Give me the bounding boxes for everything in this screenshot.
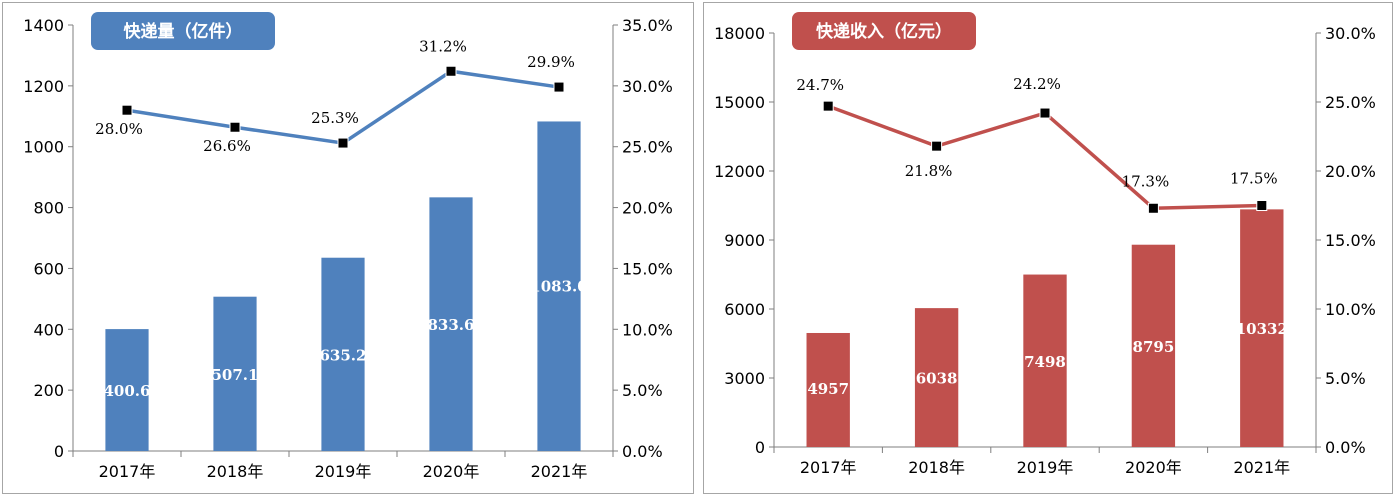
- y2-tick-label: 15.0%: [1325, 231, 1376, 250]
- bar-data-label: 635.2: [320, 346, 367, 364]
- y2-tick-label: 25.0%: [622, 138, 673, 157]
- express-revenue-chart: 0 3000 6000 9000 12000 15000 18000 0.0% 5.0% 10.0…: [703, 2, 1393, 494]
- y-tick-label: 12000: [714, 162, 765, 181]
- y-tick-label: 400: [33, 320, 64, 339]
- line-data-label: 24.2%: [1013, 75, 1061, 93]
- line-marker: [1147, 202, 1159, 214]
- line-marker: [337, 137, 349, 149]
- line-data-label: 17.5%: [1230, 170, 1278, 188]
- y2-tick-label: 20.0%: [1325, 162, 1376, 181]
- bar-data-label: 7498: [1024, 353, 1066, 371]
- line-data-label: 29.9%: [527, 53, 575, 71]
- line-marker: [931, 140, 943, 152]
- y2-tick-label: 10.0%: [622, 320, 673, 339]
- bar: [213, 296, 257, 451]
- bar-data-label: 4957: [807, 380, 849, 398]
- y2-tick-label: 35.0%: [622, 16, 673, 35]
- bar-data-label: 507.1: [212, 366, 259, 384]
- bar: [321, 257, 365, 451]
- chart-title-badge: 快递收入（亿元）: [792, 12, 976, 50]
- bar-series: 400.6 507.1 635.2 833.6 1083.0: [104, 121, 588, 452]
- line-marker: [445, 65, 457, 77]
- y-tick-label: 9000: [724, 231, 765, 250]
- growth-line: [126, 69, 560, 145]
- express-volume-chart-svg: 0 200 400 600 800 1000 1200 1400 0.0% 5.0% 10.0% 15…: [23, 12, 673, 481]
- y-tick-label: 3000: [724, 369, 765, 388]
- title-badge-background: [91, 12, 275, 50]
- y-tick-label: 6000: [724, 300, 765, 319]
- line-data-label: 25.3%: [311, 109, 359, 127]
- y2-tick-label: 0.0%: [622, 442, 663, 461]
- x-tick-label: 2019年: [315, 462, 372, 481]
- y2-tick-label: 5.0%: [622, 381, 663, 400]
- y-tick-label: 0: [54, 442, 64, 461]
- express-revenue-chart-svg: 0 3000 6000 9000 12000 15000 18000 0.0% 5.0% 10.0…: [714, 12, 1376, 477]
- line-data-label: 24.7%: [796, 76, 844, 94]
- line-data-label: 26.6%: [203, 137, 251, 155]
- express-volume-chart: 0 200 400 600 800 1000 1200 1400 0.0% 5.0% 10.0% 15…: [2, 2, 694, 494]
- y-tick-label: 18000: [714, 24, 765, 43]
- x-tick-label: 2018年: [908, 458, 965, 477]
- x-tick-label: 2017年: [800, 458, 857, 477]
- bar-data-label: 1083.0: [530, 277, 587, 295]
- line-series: 24.7% 21.8% 24.2% 17.3% 17.5%: [796, 75, 1278, 214]
- y-tick-label: 1000: [23, 138, 64, 157]
- chart-title: 快递收入（亿元）: [816, 21, 952, 42]
- x-tick-label: 2017年: [99, 462, 156, 481]
- chart-title: 快递量（亿件）: [124, 21, 243, 42]
- line-marker: [121, 104, 133, 116]
- chart-title-badge: 快递量（亿件）: [91, 12, 275, 50]
- bar-data-label: 6038: [916, 370, 958, 388]
- line-data-label: 28.0%: [95, 120, 143, 138]
- bar: [1240, 209, 1284, 447]
- line-marker: [1256, 200, 1268, 211]
- axes: 0 200 400 600 800 1000 1200 1400 0.0% 5.0% 10.0% 15…: [23, 16, 673, 481]
- x-tick-label: 2018年: [207, 462, 264, 481]
- growth-line: [827, 104, 1262, 211]
- y-tick-label: 0: [755, 438, 765, 457]
- line-data-label: 21.8%: [905, 162, 953, 180]
- x-tick-label: 2019年: [1017, 458, 1074, 477]
- axes: 0 3000 6000 9000 12000 15000 18000 0.0% 5.0% 10.0…: [714, 24, 1376, 477]
- line-marker: [822, 100, 834, 112]
- bar: [1131, 244, 1176, 447]
- y-tick-label: 1400: [23, 16, 64, 35]
- bar-data-label: 833.6: [428, 316, 475, 334]
- y-tick-label: 1200: [23, 77, 64, 96]
- y2-tick-label: 10.0%: [1325, 300, 1376, 319]
- line-marker: [553, 81, 565, 93]
- bar: [914, 308, 959, 447]
- y-tick-label: 800: [33, 199, 64, 218]
- y2-tick-label: 30.0%: [622, 77, 673, 96]
- y2-tick-label: 0.0%: [1325, 438, 1366, 457]
- y2-tick-label: 15.0%: [622, 259, 673, 278]
- y2-tick-label: 20.0%: [622, 199, 673, 218]
- title-badge-background: [792, 12, 976, 50]
- bar: [1023, 274, 1067, 447]
- bar: [105, 329, 149, 451]
- bar: [537, 121, 581, 452]
- x-tick-label: 2021年: [531, 462, 588, 481]
- y2-tick-label: 25.0%: [1325, 93, 1376, 112]
- line-marker: [1039, 107, 1051, 119]
- bar-data-label: 8795: [1133, 338, 1175, 356]
- bar: [806, 332, 850, 447]
- x-tick-label: 2021年: [1233, 458, 1290, 477]
- y-tick-label: 600: [33, 259, 64, 278]
- bar-data-label: 400.6: [104, 382, 151, 400]
- y-tick-label: 200: [33, 381, 64, 400]
- line-series: 28.0% 26.6% 25.3% 31.2% 29.9%: [95, 37, 575, 155]
- line-marker: [229, 121, 241, 133]
- y-tick-label: 15000: [714, 93, 765, 112]
- bar: [429, 197, 473, 451]
- y2-tick-label: 5.0%: [1325, 369, 1366, 388]
- x-tick-label: 2020年: [1125, 458, 1182, 477]
- y2-tick-label: 30.0%: [1325, 24, 1376, 43]
- line-data-label: 17.3%: [1122, 172, 1170, 190]
- x-tick-label: 2020年: [423, 462, 480, 481]
- line-data-label: 31.2%: [419, 37, 467, 55]
- bar-data-label: 10332: [1236, 320, 1288, 338]
- bar-series: 4957 6038 7498 8795 10332: [806, 209, 1288, 447]
